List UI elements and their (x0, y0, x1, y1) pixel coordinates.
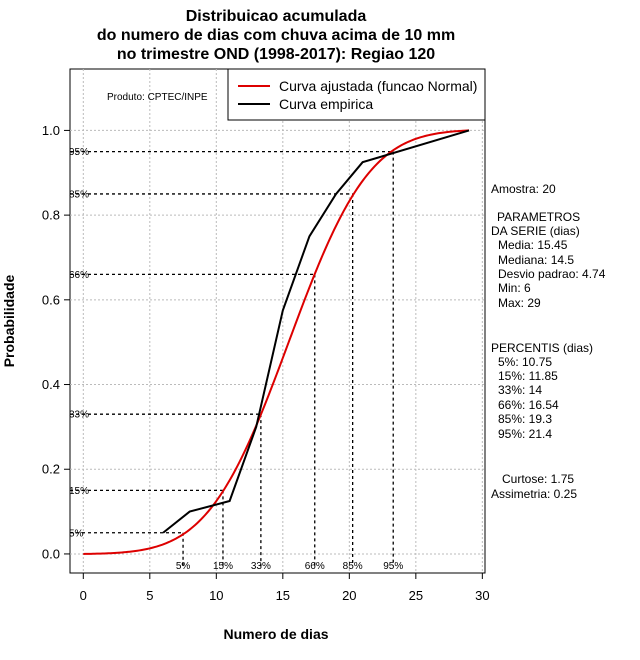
percentiles-header: PERCENTIS (dias) (491, 341, 593, 355)
pct-label-x-85: 85% (343, 561, 363, 572)
legend-box (227, 68, 486, 121)
params-header-2: DA SERIE (dias) (491, 224, 580, 238)
pct-label-y-95: 95% (69, 147, 89, 158)
y-axis-ticks: 0.0 0.2 0.4 0.6 0.8 1.0 (42, 123, 70, 561)
pct-label-y-33: 33% (69, 410, 89, 421)
percentile-labels: 5% 5% 15% 15% 33% 33% 66% 66% 85% 85% 95% 95% (69, 147, 403, 572)
pct-label-y-5: 5% (69, 528, 84, 539)
pct-label-y-66: 66% (69, 270, 89, 281)
pct-label-x-66: 66% (305, 561, 325, 572)
pct-label-x-15: 15% (213, 561, 233, 572)
legend: Curva ajustada (funcao Normal) Curva emp… (227, 68, 486, 121)
stat-min: Min: 6 (498, 281, 531, 295)
sample-size: Amostra: 20 (491, 182, 556, 196)
percentile-95: 95%: 21.4 (498, 427, 552, 441)
side-panel: Amostra: 20 PARAMETROS DA SERIE (dias) M… (491, 182, 606, 501)
y-tick-label-5: 1.0 (42, 123, 60, 138)
legend-fitted-label: Curva ajustada (funcao Normal) (279, 78, 477, 94)
stat-mean: Media: 15.45 (498, 238, 568, 252)
x-tick-label-0: 0 (80, 588, 87, 603)
percentile-reference-lines (70, 150, 394, 566)
y-tick-label-0: 0.0 (42, 546, 60, 561)
grid-lines (70, 69, 485, 573)
x-axis-title: Numero de dias (223, 626, 328, 642)
stat-median: Mediana: 14.5 (498, 253, 574, 267)
empirical-curve (162, 129, 470, 534)
y-tick-label-1: 0.2 (42, 462, 60, 477)
pct-label-y-15: 15% (69, 486, 89, 497)
chart-title-line-2: do numero de dias com chuva acima de 10 … (97, 27, 455, 44)
x-tick-label-25: 25 (409, 588, 423, 603)
percentile-66: 66%: 16.54 (498, 398, 559, 412)
fitted-normal-curve (83, 129, 470, 555)
stat-max: Max: 29 (498, 296, 541, 310)
x-tick-label-5: 5 (146, 588, 153, 603)
y-tick-label-4: 0.8 (42, 208, 60, 223)
pct-label-x-5: 5% (176, 561, 191, 572)
pct-label-x-33: 33% (251, 561, 271, 572)
x-tick-label-20: 20 (342, 588, 356, 603)
legend-empirical-label: Curva empirica (279, 96, 373, 112)
chart-title-line-1: Distribuicao acumulada (186, 8, 367, 25)
stat-stddev: Desvio padrao: 4.74 (498, 267, 606, 281)
stat-kurtosis: Curtose: 1.75 (502, 472, 574, 486)
pct-label-x-95: 95% (383, 561, 403, 572)
x-tick-label-30: 30 (475, 588, 489, 603)
product-label: Produto: CPTEC/INPE (107, 92, 208, 103)
percentile-85: 85%: 19.3 (498, 412, 552, 426)
stat-skewness: Assimetria: 0.25 (491, 487, 577, 501)
chart-title-line-3: no trimestre OND (1998-2017): Regiao 120 (117, 46, 435, 63)
pct-label-y-85: 85% (69, 189, 89, 200)
x-axis-ticks: 0 5 10 15 20 25 30 (80, 573, 490, 603)
y-axis-title: Probabilidade (1, 275, 17, 368)
params-header-1: PARAMETROS (497, 210, 580, 224)
y-tick-label-2: 0.4 (42, 377, 60, 392)
x-tick-label-10: 10 (209, 588, 223, 603)
x-tick-label-15: 15 (276, 588, 290, 603)
percentile-15: 15%: 11.85 (498, 369, 558, 383)
percentile-5: 5%: 10.75 (498, 355, 552, 369)
y-tick-label-3: 0.6 (42, 292, 60, 307)
percentile-33: 33%: 14 (498, 383, 542, 397)
